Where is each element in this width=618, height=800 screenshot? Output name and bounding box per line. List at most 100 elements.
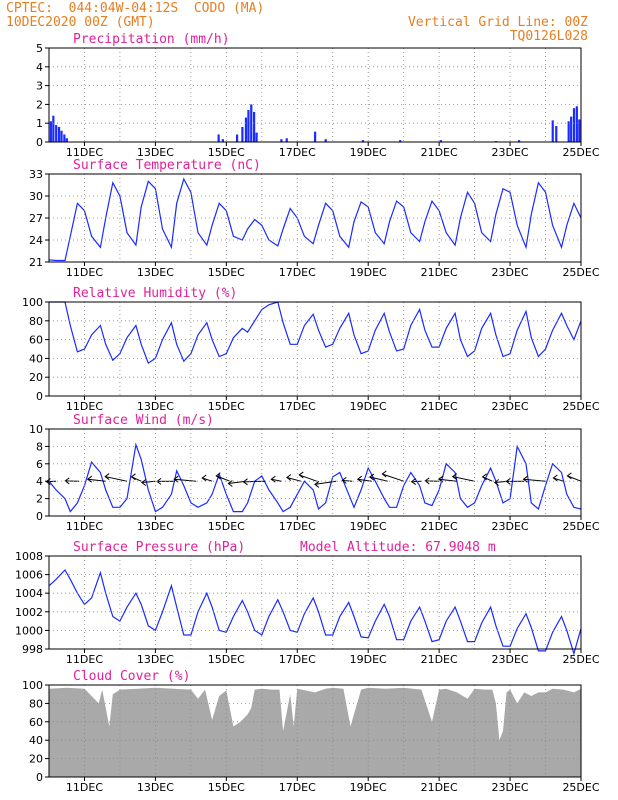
precip-bar: [551, 120, 554, 142]
x-tick-label: 23DEC: [492, 653, 529, 666]
x-tick-label: 17DEC: [279, 266, 316, 279]
x-tick-label: 15DEC: [208, 520, 245, 533]
wind-arrowhead: [451, 473, 458, 480]
wind-vector: [382, 473, 404, 482]
wind-vector: [369, 476, 388, 482]
y-tick-label: 5: [36, 42, 43, 55]
wind-vector: [523, 478, 546, 482]
x-tick-label: 23DEC: [492, 146, 529, 159]
x-tick-label: 13DEC: [137, 781, 174, 794]
x-tick-label: 11DEC: [66, 653, 103, 666]
precip-bar: [575, 106, 578, 142]
x-tick-label: 17DEC: [279, 520, 316, 533]
panel-title: Precipitation (mm/h): [73, 32, 230, 47]
panel-frame: [48, 301, 582, 397]
y-tick-label: 1: [36, 117, 43, 130]
y-tick-label: 4: [36, 475, 43, 488]
precip-bar: [517, 140, 521, 142]
header-line2: 10DEC2020 00Z (GMT): [6, 15, 155, 30]
wind-arrowhead: [566, 472, 572, 480]
x-tick-label: 21DEC: [421, 653, 458, 666]
precip-bar: [285, 138, 288, 142]
y-tick-label: 1006: [15, 569, 43, 582]
y-tick-label: 3: [36, 80, 43, 93]
y-tick-label: 100: [22, 296, 43, 309]
wind-vector: [87, 478, 106, 482]
y-tick-label: 20: [29, 371, 43, 384]
x-tick-label: 15DEC: [208, 266, 245, 279]
series-line-1: [48, 177, 582, 262]
y-tick-label: 0: [36, 771, 43, 784]
y-tick-label: 4: [36, 61, 43, 74]
wind-arrowhead: [173, 475, 179, 483]
wind-vector: [174, 478, 197, 482]
x-tick-label: 19DEC: [350, 266, 387, 279]
series-line-4: [48, 569, 582, 656]
x-tick-label: 21DEC: [421, 520, 458, 533]
wind-arrowhead: [86, 475, 93, 483]
x-tick-label: 17DEC: [279, 781, 316, 794]
panel-subtitle: Model Altitude: 67.9048 m: [300, 540, 496, 555]
panel-frame: [48, 47, 582, 143]
x-tick-label: 25DEC: [562, 146, 599, 159]
precip-bar: [60, 130, 63, 142]
y-tick-label: 998: [22, 643, 43, 656]
wind-vector: [567, 475, 582, 482]
wind-arrowhead: [140, 479, 147, 486]
wind-arrowhead: [227, 480, 233, 487]
panel-frame: [48, 428, 582, 517]
y-tick-label: 1002: [15, 606, 43, 619]
y-tick-label: 80: [29, 315, 43, 328]
precip-bar: [55, 125, 58, 142]
wind-vector: [216, 475, 231, 482]
header-line1: CPTEC: 044:04W-04:12S CODO (MA): [6, 1, 265, 16]
wind-arrowhead: [369, 473, 375, 481]
precip-bar: [314, 131, 317, 142]
precip-bar: [439, 140, 443, 142]
y-tick-label: 0: [36, 136, 43, 149]
panel-0: 0 1 2 3 4 5 11DEC 13DEC 15DEC 17DEC 19DEC 21DEC 23DE…: [36, 32, 600, 159]
x-tick-label: 25DEC: [562, 400, 599, 413]
x-tick-label: 15DEC: [208, 653, 245, 666]
wind-arrowhead: [201, 474, 207, 482]
x-tick-label: 17DEC: [279, 400, 316, 413]
precip-bar: [63, 134, 66, 142]
x-tick-label: 25DEC: [562, 653, 599, 666]
wind-arrowhead: [410, 478, 416, 485]
precip-bar: [250, 104, 253, 142]
wind-arrowhead: [505, 477, 511, 485]
wind-arrowhead: [481, 473, 487, 481]
cloud-cover-area: [49, 687, 581, 777]
wind-arrowhead: [314, 481, 320, 488]
x-tick-label: 25DEC: [562, 266, 599, 279]
x-tick-label: 13DEC: [137, 520, 174, 533]
y-tick-label: 1004: [15, 587, 43, 600]
x-tick-label: 15DEC: [208, 781, 245, 794]
wind-arrowhead: [298, 471, 304, 479]
y-tick-label: 60: [29, 716, 43, 729]
wind-vector: [286, 477, 301, 482]
precip-bar: [399, 140, 402, 142]
y-tick-label: 0: [36, 390, 43, 403]
panel-2: 0 20 40 60 80 100 11DEC 13DEC 15DEC 17DEC 19DEC 21D…: [22, 286, 600, 413]
x-tick-label: 23DEC: [492, 520, 529, 533]
precip-bar: [235, 134, 239, 142]
y-tick-label: 8: [36, 440, 43, 453]
precip-bar: [255, 132, 258, 142]
x-tick-label: 17DEC: [279, 146, 316, 159]
series-line-2: [49, 301, 582, 365]
wind-vector: [105, 476, 128, 482]
wind-vector: [202, 477, 213, 482]
x-tick-label: 19DEC: [350, 146, 387, 159]
panel-frame: [48, 684, 582, 778]
wind-vector: [228, 480, 246, 484]
precip-bar: [361, 140, 365, 142]
wind-arrowhead: [522, 475, 528, 483]
precip-bar: [244, 117, 248, 142]
x-tick-label: 19DEC: [350, 653, 387, 666]
wind-arrowhead: [341, 476, 347, 484]
run-id: TQ0126L028: [509, 29, 588, 44]
y-tick-label: 1000: [15, 624, 43, 637]
y-tick-label: 1008: [15, 550, 43, 563]
